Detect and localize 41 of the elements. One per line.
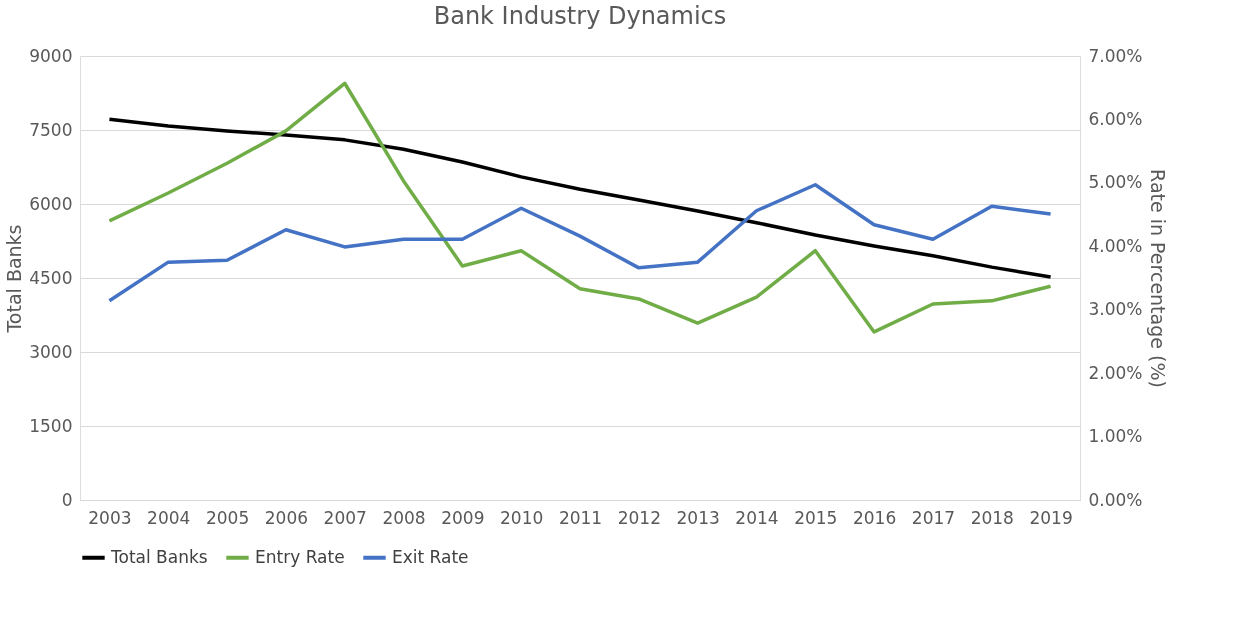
line-series: [107, 81, 1053, 334]
x-tick-label: 2009: [441, 507, 485, 528]
x-tick-label: 2017: [911, 507, 956, 528]
y2-tick-label: 5.00%: [1088, 172, 1143, 193]
y2-tick-label: 0.00%: [1088, 489, 1143, 510]
x-tick-label: 2019: [1029, 507, 1073, 528]
x-tick-label: 2018: [970, 507, 1014, 528]
y-axis-title: Total Banks: [3, 224, 26, 334]
x-tick-label: 2012: [617, 507, 661, 528]
y-tick-label: 1500: [29, 415, 73, 436]
x-tick-label: 2011: [558, 507, 603, 528]
y2-axis-title: Rate in Percentage (%): [1146, 169, 1169, 388]
y-tick-label: 7500: [29, 119, 73, 140]
x-tick-label: 2005: [205, 507, 250, 528]
x-tick-label: 2007: [323, 507, 367, 528]
x-tick-label: 2004: [147, 507, 191, 528]
x-tick-label: 2016: [852, 507, 897, 528]
legend-label: Entry Rate: [255, 546, 345, 567]
x-tick-label: 2008: [382, 507, 426, 528]
line-series: [107, 183, 1053, 303]
y2-tick-label: 7.00%: [1088, 45, 1143, 66]
x-tick-label: 2003: [88, 507, 132, 528]
y2-tick-label: 4.00%: [1088, 235, 1143, 256]
x-tick-label: 2013: [676, 507, 720, 528]
line-series: [107, 117, 1053, 279]
legend-label: Total Banks: [110, 546, 208, 567]
x-tick-label: 2015: [794, 507, 838, 528]
x-tick-label: 2010: [500, 507, 544, 528]
y-tick-label: 6000: [29, 193, 73, 214]
y-tick-label: 0: [61, 489, 73, 510]
y-tick-label: 4500: [29, 267, 73, 288]
x-tick-label: 2014: [735, 507, 779, 528]
y2-tick-label: 1.00%: [1088, 426, 1143, 447]
x-tick-label: 2006: [264, 507, 309, 528]
chart-title: Bank Industry Dynamics: [433, 2, 727, 30]
legend-label: Exit Rate: [392, 546, 469, 567]
y2-tick-label: 2.00%: [1088, 362, 1143, 383]
y2-tick-label: 6.00%: [1088, 108, 1143, 129]
y-tick-label: 3000: [29, 341, 73, 362]
y-tick-label: 9000: [29, 45, 73, 66]
y2-tick-label: 3.00%: [1088, 299, 1143, 320]
